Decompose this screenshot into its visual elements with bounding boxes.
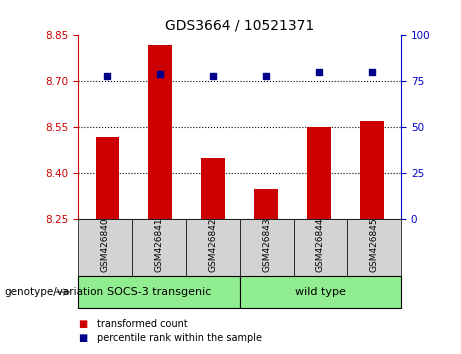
- Text: transformed count: transformed count: [97, 319, 188, 329]
- Text: GSM426843: GSM426843: [262, 217, 271, 272]
- Text: percentile rank within the sample: percentile rank within the sample: [97, 333, 262, 343]
- Text: genotype/variation: genotype/variation: [5, 287, 104, 297]
- Bar: [95, 137, 119, 219]
- Text: GSM426845: GSM426845: [370, 217, 378, 272]
- Text: SOCS-3 transgenic: SOCS-3 transgenic: [107, 287, 211, 297]
- Bar: [360, 121, 384, 219]
- Text: wild type: wild type: [295, 287, 346, 297]
- Text: GSM426841: GSM426841: [154, 217, 164, 272]
- Bar: [307, 127, 331, 219]
- Text: ■: ■: [78, 319, 88, 329]
- Text: GSM426842: GSM426842: [208, 217, 217, 272]
- Text: GSM426840: GSM426840: [101, 217, 110, 272]
- Title: GDS3664 / 10521371: GDS3664 / 10521371: [165, 19, 314, 33]
- Text: GSM426844: GSM426844: [316, 217, 325, 272]
- Bar: [148, 45, 172, 219]
- Bar: [254, 189, 278, 219]
- Bar: [201, 158, 225, 219]
- Text: ■: ■: [78, 333, 88, 343]
